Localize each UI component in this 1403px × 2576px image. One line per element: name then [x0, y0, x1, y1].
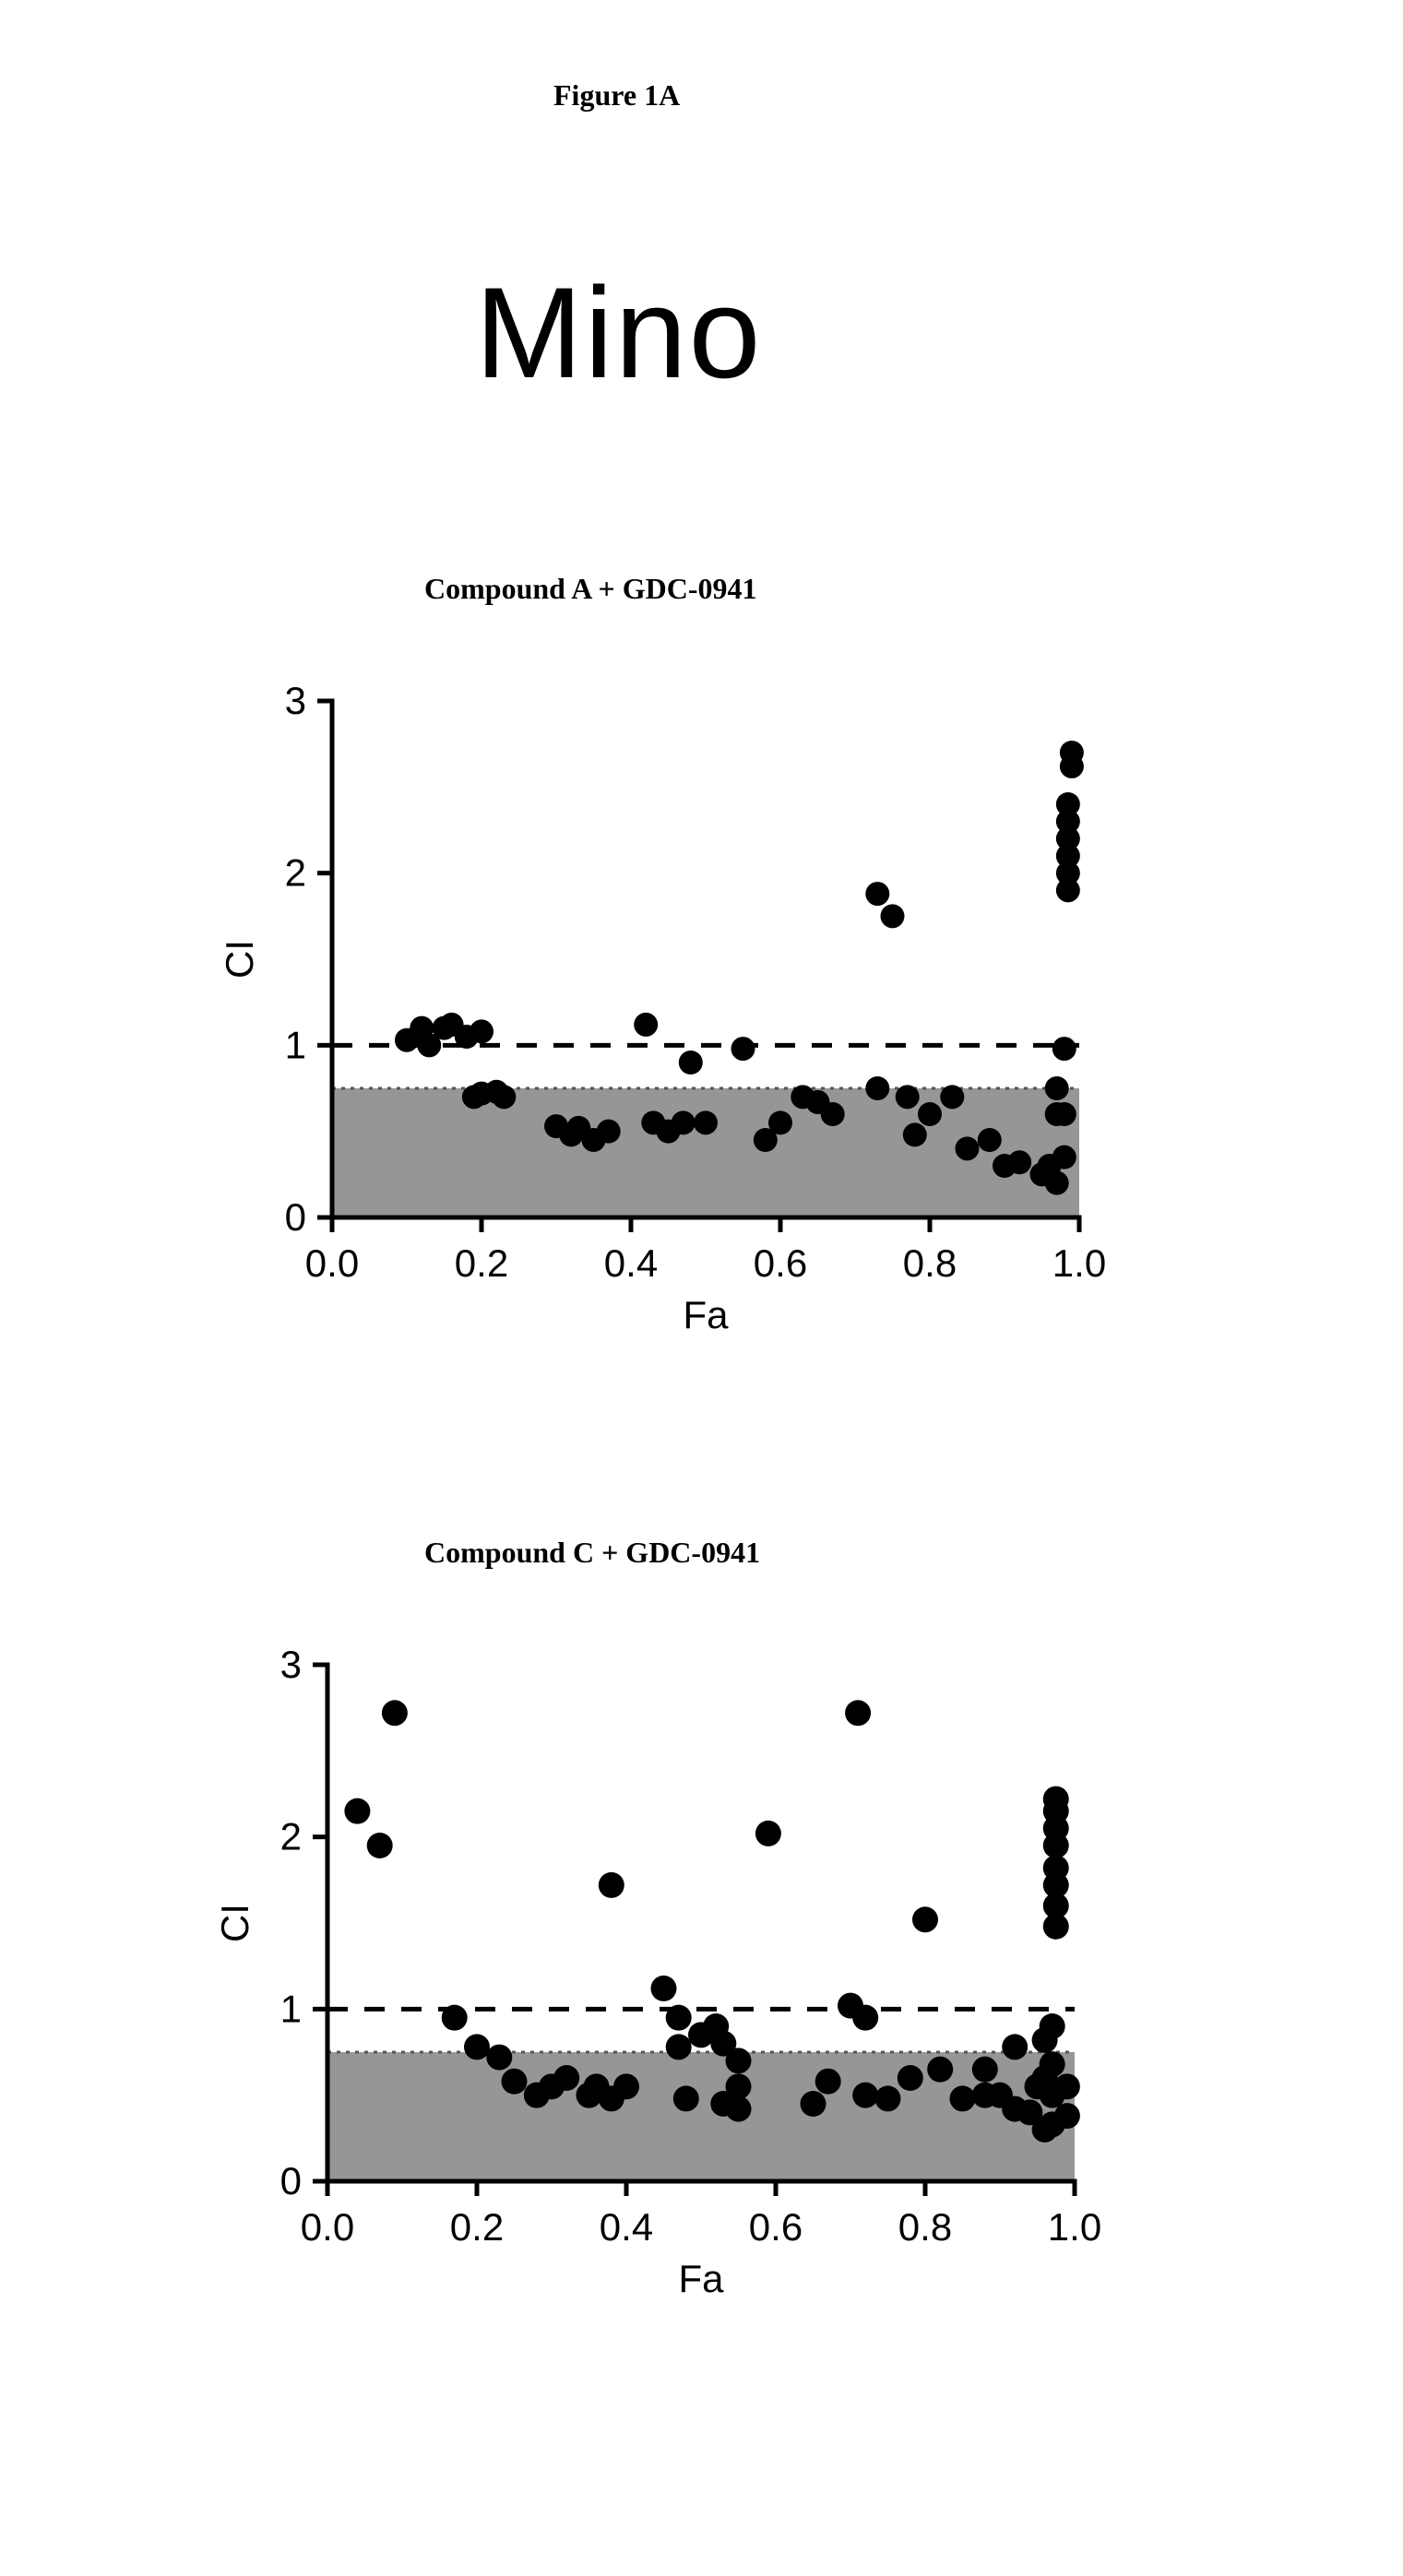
data-point: [666, 2034, 692, 2060]
data-point: [492, 1085, 516, 1109]
data-point: [1045, 1076, 1069, 1100]
data-point: [726, 2048, 752, 2073]
data-point: [875, 2085, 901, 2111]
scatter-chart-c: 0.0 0.2 0.4 0.6 0.8 1.0 0 1 2 3 Fa CI: [208, 1591, 1121, 2301]
data-point: [1052, 1037, 1076, 1061]
x-tick-label: 0.4: [600, 2205, 653, 2249]
data-point: [768, 1110, 792, 1134]
x-tick-label: 0.6: [754, 1241, 807, 1285]
y-axis-label: CI: [218, 940, 261, 979]
data-point: [755, 1821, 781, 1846]
data-point: [881, 904, 905, 928]
page: Figure 1A Mino Compound A + GDC-0941 0.0…: [0, 0, 1403, 2576]
data-point: [1043, 1855, 1069, 1881]
figure-label: Figure 1A: [553, 78, 680, 113]
data-point: [903, 1122, 927, 1146]
data-point: [726, 2096, 752, 2122]
data-point: [1002, 2034, 1028, 2060]
data-point: [486, 2045, 512, 2071]
data-point: [978, 1128, 1002, 1152]
x-tick-label: 0.0: [301, 2205, 354, 2249]
data-point: [634, 1013, 658, 1037]
data-point: [950, 2085, 976, 2111]
x-axis-label: Fa: [683, 1293, 729, 1336]
y-tick-label: 0: [285, 1195, 306, 1239]
data-point: [673, 2085, 699, 2111]
data-point: [679, 1051, 703, 1074]
data-point: [442, 2005, 468, 2031]
data-point: [1043, 1787, 1069, 1812]
x-tick-label: 0.0: [305, 1241, 359, 1285]
x-tick-label: 0.4: [604, 1241, 658, 1285]
y-tick-label: 3: [285, 679, 306, 722]
data-point: [845, 1700, 871, 1726]
data-point: [865, 882, 889, 906]
data-point: [972, 2057, 998, 2083]
chart-title-a: Compound A + GDC-0941: [424, 572, 757, 606]
data-point: [1056, 792, 1080, 816]
x-tick-label: 0.6: [749, 2205, 803, 2249]
data-point: [852, 2083, 878, 2108]
y-tick-label: 1: [280, 1987, 302, 2030]
data-point: [597, 1120, 621, 1144]
data-point: [599, 1872, 624, 1898]
data-point: [464, 2034, 490, 2060]
data-point: [815, 2069, 841, 2095]
data-point: [821, 1102, 845, 1126]
y-tick-label: 0: [280, 2159, 302, 2202]
x-tick-label: 0.2: [450, 2205, 504, 2249]
shade-region: [327, 2052, 1075, 2181]
data-point: [1054, 2103, 1080, 2129]
data-point: [896, 1085, 920, 1109]
data-point: [553, 2065, 579, 2091]
data-point: [1045, 1171, 1069, 1195]
data-point: [367, 1833, 393, 1858]
data-point: [1060, 741, 1084, 765]
data-point: [672, 1110, 696, 1134]
data-point: [382, 1700, 408, 1726]
y-tick-label: 1: [285, 1023, 306, 1066]
data-point: [731, 1037, 755, 1061]
x-tick-label: 0.8: [903, 1241, 957, 1285]
y-tick-label: 2: [285, 851, 306, 895]
chart-title-c: Compound C + GDC-0941: [424, 1536, 760, 1570]
data-point: [940, 1085, 964, 1109]
data-point: [898, 2065, 923, 2091]
data-point: [344, 1798, 370, 1824]
data-point: [613, 2073, 639, 2099]
data-point: [651, 1976, 677, 2001]
data-point: [865, 1076, 889, 1100]
data-point: [1040, 2013, 1065, 2039]
x-tick-label: 1.0: [1048, 2205, 1101, 2249]
data-point: [694, 1110, 718, 1134]
data-point: [726, 2073, 752, 2099]
y-tick-label: 3: [280, 1643, 302, 1686]
data-point: [1052, 1102, 1076, 1126]
y-axis-label: CI: [213, 1904, 256, 1942]
scatter-chart-a: 0.0 0.2 0.4 0.6 0.8 1.0 0 1 2 3 Fa CI: [212, 627, 1125, 1337]
data-point: [918, 1102, 942, 1126]
data-point: [1007, 1150, 1031, 1174]
data-point: [502, 2069, 528, 2095]
data-point: [470, 1019, 493, 1043]
data-point: [912, 1906, 938, 1932]
data-point: [1054, 2073, 1080, 2099]
data-point: [956, 1136, 980, 1160]
data-point: [927, 2057, 953, 2083]
x-tick-label: 1.0: [1052, 1241, 1106, 1285]
x-axis-label: Fa: [678, 2257, 724, 2300]
x-tick-label: 0.2: [455, 1241, 508, 1285]
data-point: [1040, 2051, 1065, 2077]
data-point: [666, 2005, 692, 2031]
data-point: [801, 2091, 826, 2117]
y-tick-label: 2: [280, 1815, 302, 1858]
data-point: [852, 2005, 878, 2031]
x-tick-label: 0.8: [898, 2205, 952, 2249]
data-point: [1052, 1146, 1076, 1169]
page-title: Mino: [475, 258, 762, 408]
